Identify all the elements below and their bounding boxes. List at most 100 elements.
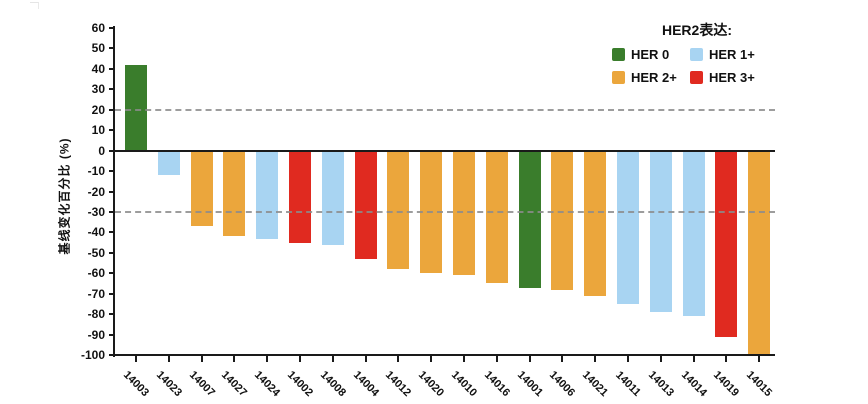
x-label-14027: 14027 (219, 368, 250, 400)
y-tick-60 (109, 27, 115, 29)
x-tick-14015 (758, 356, 761, 362)
y-tick-label-20: 20 (91, 102, 105, 117)
x-tick-14008 (331, 356, 334, 362)
y-tick-label-0: 0 (98, 143, 105, 158)
legend-title: HER2表达: (661, 22, 732, 38)
bar-14002 (289, 150, 311, 243)
bar-14015 (748, 150, 771, 355)
x-label-14016: 14016 (481, 368, 512, 400)
reference-line-20 (115, 108, 775, 111)
legend-label-her-3plus: HER 3+ (709, 70, 755, 85)
y-tick-label--40: -40 (87, 225, 105, 240)
x-tick-14024 (266, 356, 269, 362)
legend-item-her-2plus: HER 2+ (612, 70, 690, 85)
y-tick--90 (109, 333, 115, 336)
y-tick-label--20: -20 (87, 184, 105, 199)
legend-label-her-2plus: HER 2+ (631, 70, 677, 85)
bar-14027 (223, 150, 246, 237)
legend-swatch-her-1plus (690, 48, 703, 61)
x-tick-14019 (725, 356, 728, 362)
y-tick--70 (109, 292, 115, 295)
bar-14014 (682, 150, 705, 317)
y-tick-30 (109, 88, 115, 91)
bar-14024 (256, 150, 279, 239)
x-label-14023: 14023 (153, 368, 184, 400)
x-label-14011: 14011 (613, 369, 643, 399)
y-tick-20 (109, 108, 115, 111)
x-tick-14006 (561, 356, 564, 362)
x-tick-14013 (659, 356, 662, 362)
x-tick-14007 (200, 356, 203, 362)
x-label-14004: 14004 (350, 368, 381, 400)
x-label-14002: 14002 (284, 368, 316, 400)
x-tick-14020 (430, 356, 433, 362)
y-tick-40 (109, 67, 115, 70)
legend-grid: HER 0 HER 1+ HER 2+ HER 3+ (612, 47, 782, 85)
x-tick-14004 (364, 356, 367, 362)
x-label-14013: 14013 (645, 368, 676, 400)
y-tick--40 (109, 231, 115, 234)
y-tick-label--60: -60 (87, 266, 105, 281)
legend-swatch-her-2plus (612, 71, 625, 84)
y-tick--60 (109, 272, 115, 275)
y-tick-label-60: 60 (91, 21, 105, 35)
bar-14011 (617, 150, 639, 304)
x-label-14001: 14001 (514, 368, 545, 400)
y-tick-label--80: -80 (87, 307, 105, 322)
bar-14010 (453, 150, 475, 276)
y-tick-label--90: -90 (87, 327, 105, 342)
x-tick-14014 (692, 356, 695, 362)
y-tick--30 (109, 210, 115, 213)
y-tick--80 (109, 313, 115, 316)
legend-label-her-0: HER 0 (631, 47, 670, 62)
legend-item-her-3plus: HER 3+ (690, 70, 778, 85)
y-tick--50 (109, 251, 115, 254)
y-tick-label--30: -30 (87, 204, 105, 219)
x-label-14007: 14007 (186, 368, 217, 400)
bar-14019 (715, 150, 738, 337)
legend-label-her-1plus: HER 1+ (709, 47, 755, 62)
reference-line--30 (115, 210, 775, 213)
bar-14003 (125, 64, 147, 151)
x-label-14006: 14006 (547, 368, 578, 400)
y-tick-label--70: -70 (87, 286, 105, 301)
x-tick-14016 (495, 356, 498, 362)
x-label-14003: 14003 (120, 368, 152, 400)
her2-legend: HER2表达: HER 0 HER 1+ HER 2+ HER 3+ (612, 20, 782, 85)
x-label-14021: 14021 (580, 368, 611, 400)
y-axis-line (113, 26, 115, 357)
stray-artifact (30, 2, 39, 9)
bar-14021 (584, 150, 607, 296)
x-label-14020: 14020 (416, 368, 447, 400)
x-label-14010: 14010 (448, 368, 480, 400)
y-tick-label--10: -10 (87, 164, 105, 179)
bar-14007 (190, 150, 213, 227)
y-tick--10 (109, 170, 115, 173)
x-tick-14010 (463, 356, 465, 362)
y-tick-10 (109, 129, 115, 132)
x-label-14015: 14015 (744, 368, 775, 400)
legend-item-her-1plus: HER 1+ (690, 47, 778, 62)
x-label-14019: 14019 (711, 368, 742, 400)
x-tick-14003 (135, 356, 137, 362)
zero-line (115, 149, 775, 152)
x-label-14024: 14024 (252, 368, 283, 400)
y-tick-0 (109, 149, 115, 152)
legend-item-her-0: HER 0 (612, 47, 690, 62)
x-label-14008: 14008 (317, 368, 348, 400)
y-tick--20 (109, 190, 115, 193)
y-tick-label-40: 40 (91, 61, 105, 76)
y-tick-label-50: 50 (91, 41, 105, 56)
x-tick-14002 (299, 356, 301, 362)
y-tick--100 (109, 354, 115, 356)
x-tick-14012 (397, 356, 400, 362)
bar-14023 (157, 150, 180, 176)
x-label-14014: 14014 (678, 368, 709, 400)
y-tick-50 (109, 47, 115, 50)
y-tick-label--50: -50 (87, 245, 105, 260)
bar-14001 (518, 150, 541, 288)
legend-swatch-her-0 (612, 48, 625, 61)
x-tick-14011 (627, 356, 629, 362)
